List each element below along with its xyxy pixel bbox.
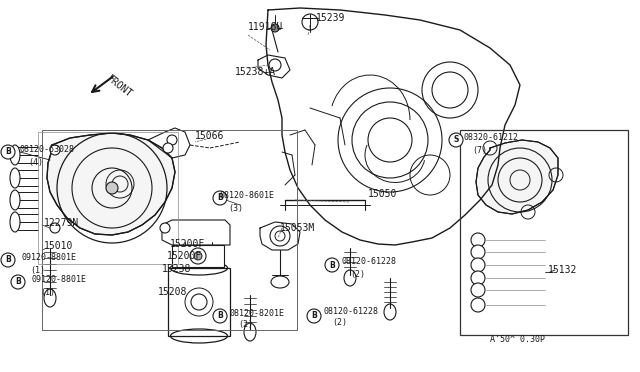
Text: (7): (7): [472, 145, 487, 154]
Bar: [172, 245, 224, 267]
Text: (3): (3): [228, 203, 243, 212]
Text: (2): (2): [350, 269, 365, 279]
Circle shape: [471, 298, 485, 312]
Text: B: B: [5, 256, 11, 264]
Text: 08120-61228: 08120-61228: [324, 307, 379, 315]
Circle shape: [325, 258, 339, 272]
Bar: [460, 130, 628, 335]
Bar: [168, 268, 230, 336]
Circle shape: [11, 275, 25, 289]
Circle shape: [194, 252, 202, 260]
Circle shape: [471, 258, 485, 272]
Text: 08120-61228: 08120-61228: [342, 257, 397, 266]
Circle shape: [471, 271, 485, 285]
Circle shape: [307, 309, 321, 323]
Ellipse shape: [10, 212, 20, 232]
Text: (2): (2): [332, 318, 347, 327]
Circle shape: [50, 145, 60, 155]
Text: 15238: 15238: [162, 264, 191, 274]
Ellipse shape: [10, 145, 20, 165]
Circle shape: [213, 309, 227, 323]
Text: (1): (1): [40, 288, 55, 296]
Circle shape: [471, 245, 485, 259]
Text: 15238+A: 15238+A: [235, 67, 276, 77]
Text: 12279N: 12279N: [44, 218, 79, 228]
Ellipse shape: [10, 168, 20, 188]
Text: B: B: [5, 148, 11, 157]
Ellipse shape: [10, 190, 20, 210]
Polygon shape: [476, 140, 558, 214]
Text: 15010: 15010: [44, 241, 74, 251]
Text: 15200F: 15200F: [167, 251, 202, 261]
Text: 15132: 15132: [548, 265, 577, 275]
Text: 15053M: 15053M: [280, 223, 316, 233]
Circle shape: [471, 283, 485, 297]
Text: 15050: 15050: [368, 189, 397, 199]
Text: 15239: 15239: [316, 13, 346, 23]
Bar: [42, 130, 297, 330]
Text: A'50^ 0.30P: A'50^ 0.30P: [490, 336, 545, 344]
Circle shape: [271, 24, 279, 32]
Text: 09120-8801E: 09120-8801E: [22, 253, 77, 263]
Bar: [38, 132, 178, 264]
Text: (2): (2): [238, 321, 253, 330]
Circle shape: [213, 191, 227, 205]
Text: S: S: [453, 135, 459, 144]
Text: 15200F: 15200F: [170, 239, 205, 249]
Circle shape: [106, 182, 118, 194]
Text: FRONT: FRONT: [105, 74, 134, 100]
Text: B: B: [217, 193, 223, 202]
Circle shape: [163, 143, 173, 153]
Text: B: B: [15, 278, 21, 286]
Text: (4): (4): [28, 157, 43, 167]
Circle shape: [1, 253, 15, 267]
Text: 09120-8801E: 09120-8801E: [32, 276, 87, 285]
Text: B: B: [217, 311, 223, 321]
Polygon shape: [47, 133, 175, 235]
Text: (1): (1): [30, 266, 45, 275]
Text: 15066: 15066: [195, 131, 225, 141]
Text: 08120-8201E: 08120-8201E: [230, 308, 285, 317]
Text: 08120-63028: 08120-63028: [20, 145, 75, 154]
Circle shape: [449, 133, 463, 147]
Circle shape: [160, 223, 170, 233]
Circle shape: [1, 145, 15, 159]
Text: 11916U: 11916U: [248, 22, 284, 32]
Text: 08120-8601E: 08120-8601E: [220, 192, 275, 201]
Text: B: B: [311, 311, 317, 321]
Text: 08320-61212: 08320-61212: [464, 134, 519, 142]
Text: 15208: 15208: [158, 287, 188, 297]
Circle shape: [50, 223, 60, 233]
Text: B: B: [329, 260, 335, 269]
Circle shape: [471, 233, 485, 247]
